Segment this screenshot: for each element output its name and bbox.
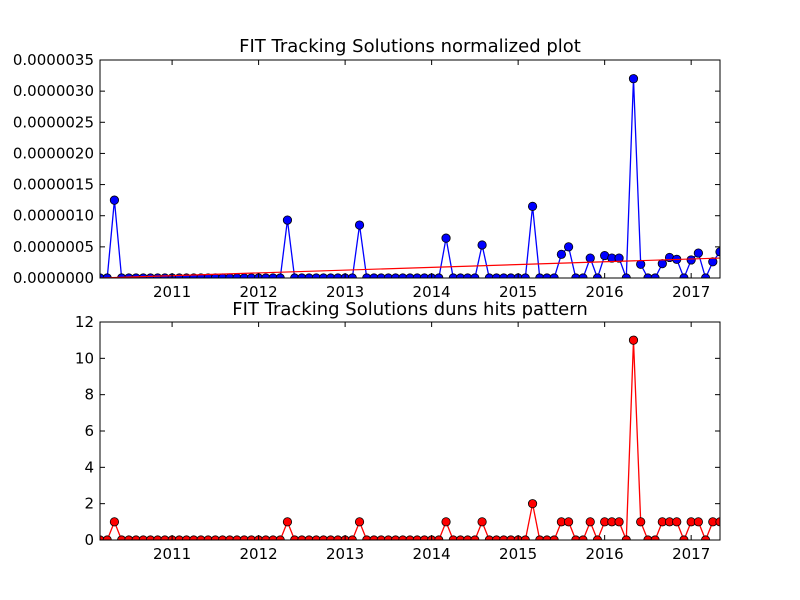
data-point	[636, 259, 646, 269]
x-tick-label: 2013	[326, 545, 364, 563]
y-tick-label: 0.0000030	[13, 82, 94, 100]
y-tick-label: 0.0000020	[13, 144, 94, 162]
x-tick-label: 2011	[153, 545, 191, 563]
x-tick-label: 2011	[153, 283, 191, 301]
data-point	[636, 517, 646, 527]
data-point	[556, 249, 566, 259]
data-point	[527, 201, 538, 211]
x-tick-label: 2012	[240, 283, 278, 301]
data-point	[282, 517, 293, 527]
data-point	[708, 257, 718, 267]
y-tick-label: 12	[75, 313, 94, 331]
x-axis-ticks: 2011 2012 2013 2014 2015 2016 2017	[153, 322, 710, 563]
data-point	[109, 195, 120, 205]
series-line	[100, 78, 720, 278]
x-tick-label: 2012	[240, 545, 278, 563]
y-tick-label: 10	[75, 349, 94, 367]
x-tick-label: 2013	[326, 283, 364, 301]
data-point	[354, 220, 365, 230]
axes-frame	[99, 59, 721, 279]
x-tick-label: 2016	[586, 545, 624, 563]
data-point	[527, 499, 538, 509]
data-point	[628, 335, 639, 345]
y-axis-ticks: 0 2 4 6 8 10 12	[75, 313, 720, 549]
x-tick-label: 2014	[413, 545, 451, 563]
x-axis-ticks: 2011 2012 2013 2014 2015 2016 2017	[153, 60, 710, 301]
normalized-plot-chart: FIT Tracking Solutions normalized plot 0…	[13, 36, 721, 301]
data-point	[614, 253, 624, 263]
data-point	[564, 517, 574, 527]
data-point	[441, 517, 451, 527]
x-tick-label: 2015	[499, 545, 537, 563]
series-line	[100, 340, 720, 540]
data-point	[477, 240, 487, 250]
y-tick-label: 4	[84, 458, 94, 476]
x-tick-label: 2017	[672, 545, 710, 563]
y-tick-label: 6	[84, 422, 94, 440]
data-point	[686, 255, 696, 265]
data-point	[585, 517, 595, 527]
y-tick-label: 0.0000005	[13, 238, 94, 256]
y-axis-ticks: 0.0000000 0.0000005 0.0000010 0.0000015 0.00…	[13, 51, 720, 287]
x-tick-label: 2014	[413, 283, 451, 301]
plot-clip	[100, 335, 720, 540]
x-tick-label: 2015	[499, 283, 537, 301]
y-tick-label: 0.0000010	[13, 207, 94, 225]
data-point	[657, 259, 667, 269]
plot-area	[99, 59, 721, 279]
data-point	[614, 517, 624, 527]
data-point	[672, 517, 682, 527]
y-tick-label: 2	[84, 495, 94, 513]
data-point	[441, 233, 451, 243]
x-tick-label: 2016	[586, 283, 624, 301]
plot-clip	[100, 74, 720, 278]
y-tick-label: 0	[84, 531, 94, 549]
data-point	[282, 215, 293, 225]
y-tick-label: 0.0000025	[13, 113, 94, 131]
y-tick-label: 0.0000035	[13, 51, 94, 69]
duns-hits-chart: FIT Tracking Solutions duns hits pattern…	[75, 299, 721, 563]
chart-title: FIT Tracking Solutions duns hits pattern	[232, 299, 588, 320]
x-tick-label: 2017	[672, 283, 710, 301]
data-point	[354, 517, 365, 527]
data-point	[564, 242, 574, 252]
trend-line	[100, 257, 720, 278]
data-point	[477, 517, 487, 527]
y-tick-label: 0.0000015	[13, 176, 94, 194]
data-point	[693, 248, 703, 258]
data-point	[109, 517, 120, 527]
y-tick-label: 8	[84, 386, 94, 404]
y-tick-label: 0.0000000	[13, 269, 94, 287]
data-point	[628, 74, 639, 84]
data-point	[693, 517, 703, 527]
chart-title: FIT Tracking Solutions normalized plot	[239, 36, 581, 57]
data-point	[585, 253, 595, 263]
plot-area	[99, 321, 721, 541]
